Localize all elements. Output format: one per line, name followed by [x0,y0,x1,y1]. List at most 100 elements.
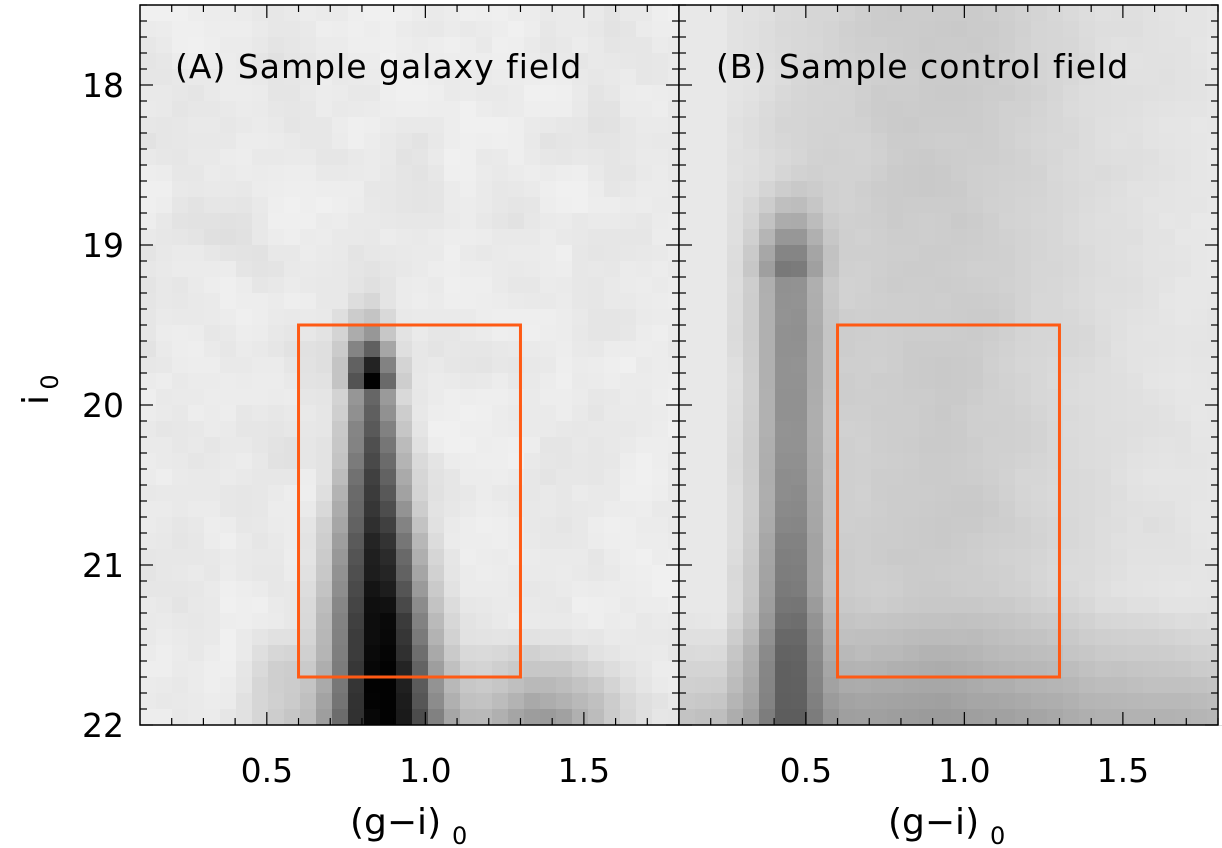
heatmap-cell [380,213,397,230]
heatmap-cell [332,85,349,102]
heatmap-cell [316,533,333,550]
heatmap-cell [300,565,317,582]
heatmap-cell [743,181,760,198]
heatmap-cell [364,389,381,406]
heatmap-cell [1191,645,1208,662]
heatmap-cell [604,261,621,278]
heatmap-cell [156,597,173,614]
heatmap-cell [983,597,1000,614]
heatmap-cell [332,357,349,374]
heatmap-cell [887,197,904,214]
heatmap-cell [1047,629,1064,646]
heatmap-cell [428,181,445,198]
heatmap-cell [951,357,968,374]
heatmap-cell [188,101,205,118]
heatmap-cell [652,613,669,630]
heatmap-cell [1159,85,1176,102]
heatmap-cell [1095,421,1112,438]
heatmap-cell [855,437,872,454]
heatmap-cell [268,181,285,198]
heatmap-cell [300,517,317,534]
heatmap-cell [1111,469,1128,486]
heatmap-cell [460,373,477,390]
heatmap-cell [1175,645,1192,662]
heatmap-cell [300,117,317,134]
heatmap-cell [140,309,157,326]
edge-mask [140,725,679,745]
heatmap-cell [412,469,429,486]
heatmap-cell [636,533,653,550]
heatmap-cell [887,405,904,422]
heatmap-cell [887,645,904,662]
heatmap-cell [428,21,445,38]
heatmap-cell [156,677,173,694]
heatmap-cell [508,293,525,310]
heatmap-cell [1191,565,1208,582]
heatmap-cell [300,101,317,118]
heatmap-cell [588,405,605,422]
heatmap-cell [983,5,1000,22]
heatmap-cell [1159,325,1176,342]
heatmap-cell [172,469,189,486]
heatmap-cell [652,693,669,710]
heatmap-cell [380,421,397,438]
heatmap-cell [999,405,1016,422]
heatmap-cell [140,533,157,550]
heatmap-cell [412,437,429,454]
heatmap-cell [951,325,968,342]
heatmap-cell [460,245,477,262]
heatmap-cell [1047,213,1064,230]
heatmap-cell [412,277,429,294]
heatmap-cell [252,21,269,38]
heatmap-cell [524,101,541,118]
heatmap-cell [476,501,493,518]
heatmap-cell [508,165,525,182]
heatmap-cell [316,149,333,166]
heatmap-cell [540,565,557,582]
heatmap-cell [140,85,157,102]
heatmap-cell [396,565,413,582]
heatmap-cell [999,5,1016,22]
heatmap-cell [204,69,221,86]
heatmap-cell [508,309,525,326]
heatmap-cell [807,117,824,134]
heatmap-cell [775,117,792,134]
heatmap-cell [743,101,760,118]
heatmap-cell [711,405,728,422]
heatmap-cell [524,709,541,726]
heatmap-cell [588,485,605,502]
heatmap-cell [604,421,621,438]
heatmap-cell [140,613,157,630]
heatmap-cell [1127,149,1144,166]
heatmap-cell [444,389,461,406]
heatmap-cell [284,597,301,614]
heatmap-cell [759,709,776,726]
heatmap-cell [983,565,1000,582]
heatmap-cell [172,245,189,262]
heatmap-cell [220,501,237,518]
heatmap-cell [1175,293,1192,310]
heatmap-cell [620,37,637,54]
heatmap-cell [524,309,541,326]
heatmap-cell [524,581,541,598]
heatmap-cell [1111,293,1128,310]
heatmap-cell [540,261,557,278]
heatmap-cell [1175,533,1192,550]
heatmap-cell [204,309,221,326]
heatmap-cell [1031,629,1048,646]
heatmap-cell [1063,661,1080,678]
heatmap-cell [1111,661,1128,678]
heatmap-cell [364,501,381,518]
heatmap-cell [1143,581,1160,598]
heatmap-cell [967,485,984,502]
heatmap-cell [743,229,760,246]
heatmap-cell [807,341,824,358]
heatmap-cell [636,133,653,150]
heatmap-cell [727,213,744,230]
heatmap-cell [300,613,317,630]
heatmap-cell [540,165,557,182]
heatmap-cell [204,533,221,550]
heatmap-cell [1015,645,1032,662]
heatmap-cell [1079,549,1096,566]
heatmap-cell [951,133,968,150]
